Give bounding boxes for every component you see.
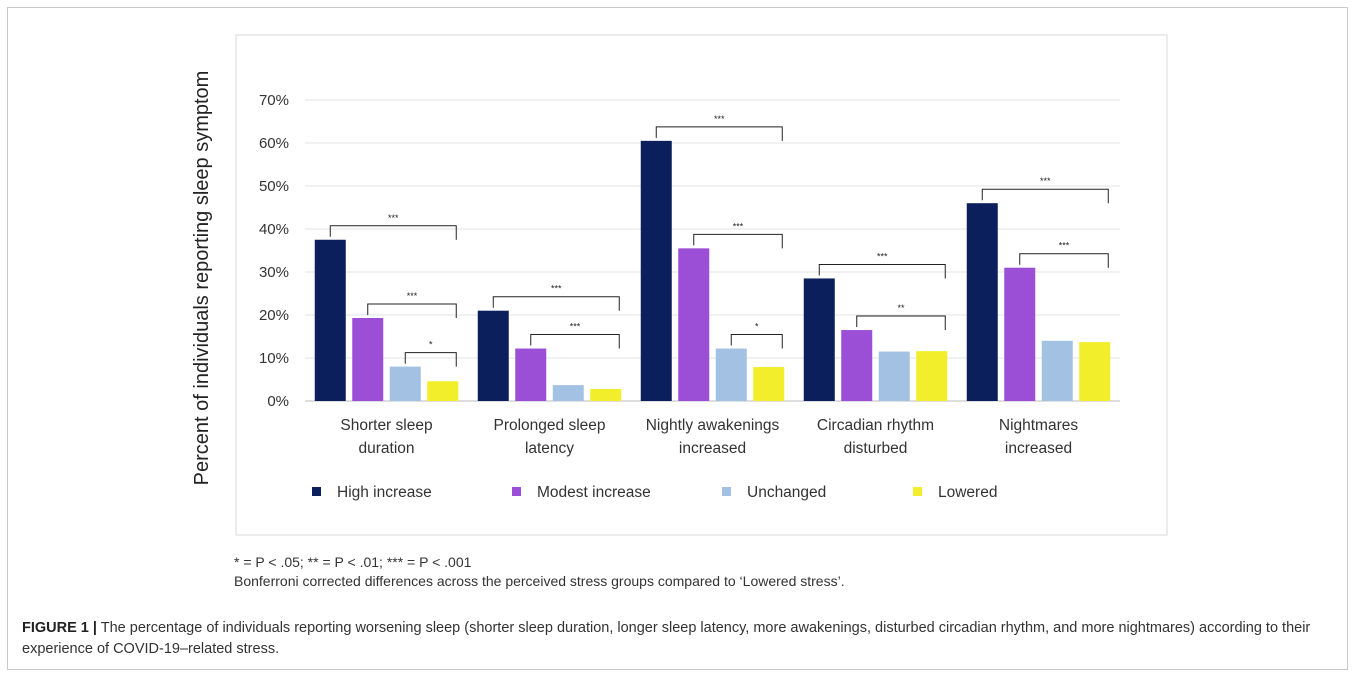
bar (678, 248, 710, 401)
legend-label: Unchanged (747, 484, 826, 501)
bar (552, 385, 584, 401)
bar (640, 140, 672, 401)
legend-swatch (512, 487, 521, 496)
bar (1004, 267, 1036, 401)
y-tick-label: 20% (259, 307, 289, 324)
y-tick-label: 30% (259, 264, 289, 281)
y-tick-label: 50% (259, 178, 289, 195)
x-tick-label: Circadian rhythm (817, 417, 934, 434)
bar (966, 203, 998, 401)
y-tick-label: 60% (259, 135, 289, 152)
significance-label: *** (570, 322, 581, 332)
y-axis-ticks: 0% 10% 20% 30% 40% 50% 60% 70% (259, 92, 289, 410)
bar (1041, 340, 1073, 401)
bar (878, 351, 910, 401)
x-tick-label: Nightly awakenings (646, 417, 780, 434)
x-tick-label: duration (358, 440, 414, 457)
y-tick-label: 0% (267, 393, 289, 410)
y-tick-label: 70% (259, 92, 289, 109)
caption-text: The percentage of individuals reporting … (22, 620, 1311, 657)
significance-label: *** (877, 251, 888, 261)
bar (590, 388, 622, 401)
significance-label: *** (714, 114, 725, 124)
bar (427, 381, 459, 401)
bar (715, 348, 747, 401)
bar (916, 351, 948, 401)
y-tick-label: 40% (259, 221, 289, 238)
x-tick-label: latency (525, 440, 574, 457)
legend-label: High increase (337, 484, 432, 501)
bar (314, 239, 346, 401)
bar (753, 367, 785, 401)
figure-caption: FIGURE 1 | The percentage of individuals… (22, 618, 1340, 660)
significance-bracket (981, 188, 1109, 204)
y-tick-label: 10% (259, 350, 289, 367)
significance-bracket (367, 303, 457, 319)
bar (389, 366, 421, 401)
legend-label: Lowered (938, 484, 997, 501)
bar-group (314, 140, 1111, 401)
significance-bracket (693, 233, 783, 249)
significance-label: *** (388, 213, 399, 223)
legend-label: Modest increase (537, 484, 651, 501)
significance-bracket (730, 334, 783, 349)
significance-label: *** (1059, 241, 1070, 251)
legend-swatch (913, 487, 922, 496)
significance-label: ** (897, 303, 905, 313)
bar (841, 330, 873, 401)
significance-bracket (818, 263, 946, 279)
x-tick-label: disturbed (844, 440, 908, 457)
significance-label: * (755, 322, 759, 332)
significance-brackets: ******************************* (329, 114, 1109, 367)
legend-swatch (722, 487, 731, 496)
footnote-significance: * = P < .05; ** = P < .01; *** = P < .00… (234, 554, 472, 570)
significance-bracket (655, 126, 783, 141)
caption-label: FIGURE 1 | (22, 620, 97, 636)
significance-bracket (492, 296, 620, 311)
x-tick-label: Shorter sleep (340, 417, 432, 434)
bar (477, 310, 509, 401)
x-tick-label: increased (1005, 440, 1072, 457)
bar (803, 278, 835, 401)
legend: High increase Modest increase Unchanged Low… (312, 484, 997, 501)
x-tick-label: Nightmares (999, 417, 1078, 434)
significance-label: * (429, 340, 433, 350)
bar (352, 318, 384, 401)
significance-bracket (856, 315, 946, 331)
bar (515, 348, 547, 401)
significance-bracket (404, 352, 457, 367)
legend-swatch (312, 487, 321, 496)
bar (1079, 342, 1111, 401)
footnote-bonferroni: Bonferroni corrected differences across … (234, 573, 845, 589)
significance-label: *** (1040, 176, 1051, 186)
significance-bracket (1019, 253, 1109, 268)
x-axis-labels: Shorter sleep duration Prolonged sleep late… (340, 417, 1078, 457)
significance-label: *** (407, 291, 418, 301)
significance-label: *** (551, 284, 562, 294)
x-tick-label: increased (679, 440, 746, 457)
significance-bracket (530, 334, 620, 349)
y-axis-label: Percent of individuals reporting sleep s… (191, 71, 213, 486)
x-tick-label: Prolonged sleep (493, 417, 605, 434)
significance-label: *** (733, 221, 744, 231)
significance-bracket (329, 225, 457, 240)
